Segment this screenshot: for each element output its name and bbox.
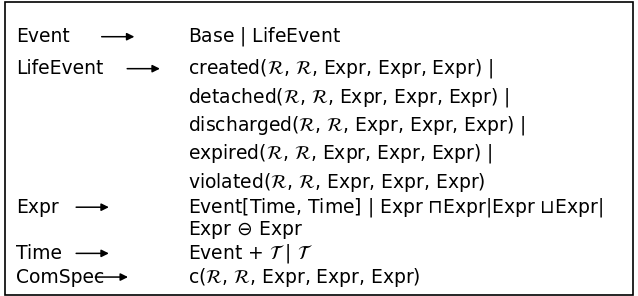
Text: expired($\mathcal{R}$, $\mathcal{R}$, Expr, Expr, Expr) $|$: expired($\mathcal{R}$, $\mathcal{R}$, Ex… [188, 142, 493, 165]
Text: Event[Time, Time] $|$ Expr $\sqcap$Expr$|$Expr $\sqcup$Expr$|$: Event[Time, Time] $|$ Expr $\sqcap$Expr$… [188, 196, 603, 219]
Bar [5, 2, 633, 295]
Text: violated($\mathcal{R}$, $\mathcal{R}$, Expr, Expr, Expr): violated($\mathcal{R}$, $\mathcal{R}$, E… [188, 171, 486, 194]
Text: Event + $\mathcal{T}$ $|$ $\mathcal{T}$: Event + $\mathcal{T}$ $|$ $\mathcal{T}$ [188, 242, 313, 265]
Text: c($\mathcal{R}$, $\mathcal{R}$, Expr, Expr, Expr): c($\mathcal{R}$, $\mathcal{R}$, Expr, Ex… [188, 266, 421, 289]
Text: discharged($\mathcal{R}$, $\mathcal{R}$, Expr, Expr, Expr) $|$: discharged($\mathcal{R}$, $\mathcal{R}$,… [188, 114, 526, 137]
Text: Time: Time [16, 244, 62, 263]
Text: detached($\mathcal{R}$, $\mathcal{R}$, Expr, Expr, Expr) $|$: detached($\mathcal{R}$, $\mathcal{R}$, E… [188, 86, 510, 109]
Text: Event: Event [16, 27, 70, 46]
Text: Expr $\ominus$ Expr: Expr $\ominus$ Expr [188, 219, 303, 241]
Text: Base $|$ LifeEvent: Base $|$ LifeEvent [188, 25, 341, 48]
Text: ComSpec: ComSpec [16, 268, 104, 287]
Text: Expr: Expr [16, 198, 59, 217]
Text: created($\mathcal{R}$, $\mathcal{R}$, Expr, Expr, Expr) $|$: created($\mathcal{R}$, $\mathcal{R}$, Ex… [188, 57, 494, 80]
Text: LifeEvent: LifeEvent [16, 59, 103, 78]
